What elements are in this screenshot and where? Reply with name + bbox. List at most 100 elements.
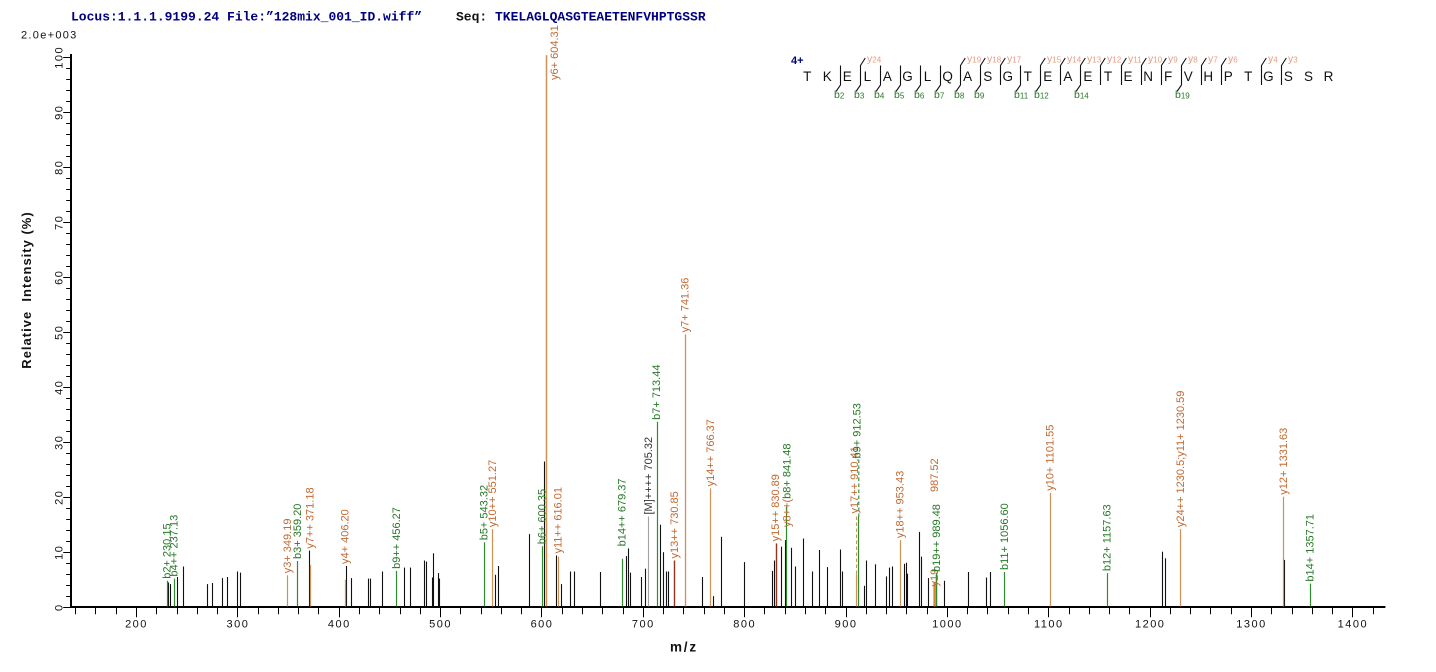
svg-text:b6: b6 bbox=[914, 89, 925, 101]
svg-text:L: L bbox=[864, 69, 872, 84]
svg-text:y11: y11 bbox=[1128, 53, 1142, 65]
svg-text:y4: y4 bbox=[1268, 53, 1278, 65]
svg-text:y12: y12 bbox=[1107, 53, 1122, 65]
svg-text:y15++ 830.89: y15++ 830.89 bbox=[770, 474, 782, 541]
svg-text:y3: y3 bbox=[1288, 53, 1298, 65]
svg-text:b12+ 1157.63: b12+ 1157.63 bbox=[1102, 504, 1114, 571]
svg-text:y19: y19 bbox=[929, 569, 941, 587]
svg-text:A: A bbox=[963, 69, 972, 84]
svg-text:F: F bbox=[1164, 69, 1172, 84]
svg-text:Relative Intensity (%): Relative Intensity (%) bbox=[19, 211, 34, 368]
svg-text:900: 900 bbox=[835, 619, 858, 631]
svg-text:b2+ 230.15: b2+ 230.15 bbox=[161, 523, 173, 578]
svg-text:y13: y13 bbox=[1087, 53, 1102, 65]
svg-text:b19: b19 bbox=[1175, 89, 1190, 101]
svg-text:700: 700 bbox=[632, 619, 655, 631]
svg-text:A: A bbox=[1063, 69, 1072, 84]
svg-text:2.0e+003: 2.0e+003 bbox=[21, 30, 78, 42]
svg-text:Q: Q bbox=[942, 69, 953, 84]
svg-text:E: E bbox=[1123, 69, 1132, 84]
svg-text:T: T bbox=[803, 69, 811, 84]
svg-text:20: 20 bbox=[54, 490, 66, 505]
svg-text:y18: y18 bbox=[987, 53, 1002, 65]
svg-text:y11++ 616.01: y11++ 616.01 bbox=[552, 487, 564, 553]
svg-text:b12: b12 bbox=[1034, 89, 1049, 101]
svg-text:200: 200 bbox=[125, 619, 148, 631]
svg-text:0: 0 bbox=[54, 603, 66, 611]
svg-text:b11: b11 bbox=[1014, 89, 1029, 101]
svg-text:S: S bbox=[1304, 69, 1313, 84]
svg-text:A: A bbox=[883, 69, 892, 84]
svg-text:y8: y8 bbox=[1188, 53, 1198, 65]
svg-text:y18++ 953.43: y18++ 953.43 bbox=[894, 471, 906, 538]
svg-text:y14: y14 bbox=[1067, 53, 1082, 65]
svg-text:y7+ 741.36: y7+ 741.36 bbox=[680, 278, 692, 333]
svg-text:1300: 1300 bbox=[1236, 619, 1266, 631]
svg-text:y7++ 371.18: y7++ 371.18 bbox=[304, 487, 316, 548]
svg-text:E: E bbox=[1083, 69, 1092, 84]
svg-text:T: T bbox=[1104, 69, 1112, 84]
svg-text:R: R bbox=[1324, 69, 1334, 84]
svg-text:b7: b7 bbox=[934, 89, 945, 101]
svg-text:V: V bbox=[1184, 69, 1193, 84]
svg-text:Seq:: Seq: bbox=[456, 10, 487, 25]
svg-text:b19++ 989.48: b19++ 989.48 bbox=[931, 504, 943, 572]
svg-text:b6+ 600.35: b6+ 600.35 bbox=[537, 489, 549, 544]
svg-text:b9+ 912.53: b9+ 912.53 bbox=[852, 403, 864, 458]
svg-text:1200: 1200 bbox=[1135, 619, 1165, 631]
svg-text:y24++ 1230.5;y11+ 1230.59: y24++ 1230.5;y11+ 1230.59 bbox=[1175, 391, 1187, 528]
svg-text:G: G bbox=[1263, 69, 1274, 84]
svg-text:b4++ 237.13: b4++ 237.13 bbox=[168, 515, 180, 577]
svg-text:b5: b5 bbox=[894, 89, 905, 101]
svg-text:b5+ 543.32: b5+ 543.32 bbox=[479, 485, 491, 540]
svg-text:1100: 1100 bbox=[1034, 619, 1064, 631]
svg-text:1000: 1000 bbox=[932, 619, 962, 631]
svg-text:b11+ 1056.60: b11+ 1056.60 bbox=[999, 503, 1011, 570]
svg-text:b9: b9 bbox=[974, 89, 985, 101]
svg-text:b4: b4 bbox=[874, 89, 885, 101]
svg-text:Locus:1.1.1.9199.24 File:”128m: Locus:1.1.1.9199.24 File:”128mix_001_ID.… bbox=[71, 10, 422, 25]
svg-text:G: G bbox=[1002, 69, 1013, 84]
svg-text:10: 10 bbox=[54, 545, 66, 560]
svg-text:S: S bbox=[1284, 69, 1293, 84]
svg-text:y13++ 730.85: y13++ 730.85 bbox=[669, 491, 681, 558]
svg-text:80: 80 bbox=[54, 160, 66, 175]
svg-text:b7+ 713.44: b7+ 713.44 bbox=[651, 365, 663, 420]
svg-text:y12+ 1331.63: y12+ 1331.63 bbox=[1278, 428, 1290, 495]
svg-text:y8++(b8+ 841.48: y8++(b8+ 841.48 bbox=[782, 443, 794, 527]
svg-text:30: 30 bbox=[54, 435, 66, 450]
svg-text:y17++ 910.41: y17++ 910.41 bbox=[849, 446, 861, 513]
svg-text:y6: y6 bbox=[1228, 53, 1238, 65]
svg-text:b3: b3 bbox=[854, 89, 865, 101]
svg-text:500: 500 bbox=[429, 619, 452, 631]
svg-text:1400: 1400 bbox=[1338, 619, 1368, 631]
svg-text:y15: y15 bbox=[1047, 53, 1062, 65]
svg-text:90: 90 bbox=[54, 105, 66, 120]
svg-text:b14: b14 bbox=[1074, 89, 1089, 101]
svg-text:800: 800 bbox=[733, 619, 756, 631]
svg-text:y10: y10 bbox=[1148, 53, 1163, 65]
svg-text:60: 60 bbox=[54, 270, 66, 285]
svg-text:m/z: m/z bbox=[670, 640, 698, 655]
svg-text:y10+ 1101.55: y10+ 1101.55 bbox=[1045, 425, 1057, 491]
svg-text:N: N bbox=[1143, 69, 1153, 84]
svg-text:400: 400 bbox=[328, 619, 351, 631]
svg-text:b8: b8 bbox=[954, 89, 965, 101]
svg-text:y9: y9 bbox=[1168, 53, 1178, 65]
svg-text:y24: y24 bbox=[867, 53, 882, 65]
svg-text:y3+ 349.19: y3+ 349.19 bbox=[282, 519, 294, 574]
svg-text:L: L bbox=[924, 69, 932, 84]
svg-text:T: T bbox=[1024, 69, 1032, 84]
svg-text:[M]++++ 705.32: [M]++++ 705.32 bbox=[643, 437, 655, 515]
svg-text:50: 50 bbox=[54, 325, 66, 340]
svg-text:TKELAGLQASGTEAETENFVHPTGSSR: TKELAGLQASGTEAETENFVHPTGSSR bbox=[495, 10, 706, 25]
svg-text:S: S bbox=[983, 69, 992, 84]
svg-text:y4+ 406.20: y4+ 406.20 bbox=[340, 509, 352, 564]
svg-text:K: K bbox=[823, 69, 832, 84]
svg-text:y7: y7 bbox=[1208, 53, 1218, 65]
svg-text:b9++ 456.27: b9++ 456.27 bbox=[391, 507, 403, 569]
svg-text:300: 300 bbox=[226, 619, 249, 631]
svg-text:E: E bbox=[843, 69, 852, 84]
svg-text:600: 600 bbox=[531, 619, 554, 631]
svg-text:b14+ 1357.71: b14+ 1357.71 bbox=[1304, 514, 1316, 582]
